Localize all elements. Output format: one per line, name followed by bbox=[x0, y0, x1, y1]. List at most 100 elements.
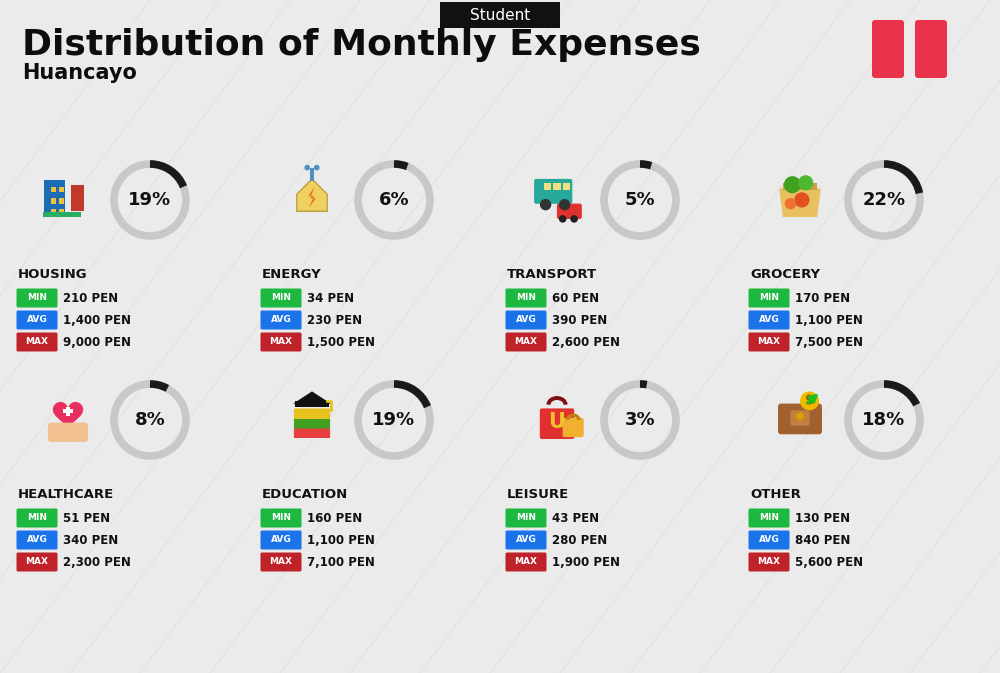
FancyBboxPatch shape bbox=[748, 509, 790, 528]
FancyBboxPatch shape bbox=[790, 411, 810, 426]
Text: AVG: AVG bbox=[271, 536, 291, 544]
Bar bbox=[563, 183, 570, 190]
Text: 60 PEN: 60 PEN bbox=[552, 291, 599, 304]
Text: EDUCATION: EDUCATION bbox=[262, 489, 348, 501]
FancyBboxPatch shape bbox=[534, 179, 572, 204]
Text: Distribution of Monthly Expenses: Distribution of Monthly Expenses bbox=[22, 28, 701, 62]
Circle shape bbox=[796, 413, 804, 420]
Text: 3%: 3% bbox=[625, 411, 655, 429]
FancyBboxPatch shape bbox=[16, 332, 58, 351]
Polygon shape bbox=[297, 179, 327, 211]
Text: 130 PEN: 130 PEN bbox=[795, 511, 850, 524]
FancyBboxPatch shape bbox=[16, 553, 58, 571]
Bar bbox=[71, 184, 84, 211]
FancyBboxPatch shape bbox=[563, 418, 584, 437]
FancyBboxPatch shape bbox=[506, 553, 546, 571]
Bar bbox=[44, 180, 65, 216]
Bar bbox=[59, 209, 64, 215]
FancyBboxPatch shape bbox=[294, 427, 330, 438]
Text: Student: Student bbox=[470, 7, 530, 22]
Text: 18%: 18% bbox=[862, 411, 906, 429]
FancyBboxPatch shape bbox=[506, 289, 546, 308]
Text: MIN: MIN bbox=[516, 513, 536, 522]
Text: MIN: MIN bbox=[759, 293, 779, 302]
FancyBboxPatch shape bbox=[16, 509, 58, 528]
Text: 19%: 19% bbox=[372, 411, 416, 429]
FancyBboxPatch shape bbox=[294, 418, 330, 429]
FancyBboxPatch shape bbox=[748, 553, 790, 571]
Text: AVG: AVG bbox=[759, 316, 779, 324]
Circle shape bbox=[570, 215, 578, 223]
Text: 1,900 PEN: 1,900 PEN bbox=[552, 555, 620, 569]
Text: AVG: AVG bbox=[516, 316, 536, 324]
Text: 6%: 6% bbox=[379, 191, 409, 209]
Text: MIN: MIN bbox=[271, 513, 291, 522]
Text: 840 PEN: 840 PEN bbox=[795, 534, 850, 546]
FancyBboxPatch shape bbox=[16, 530, 58, 549]
FancyBboxPatch shape bbox=[748, 332, 790, 351]
FancyBboxPatch shape bbox=[260, 553, 302, 571]
Text: 7,100 PEN: 7,100 PEN bbox=[307, 555, 375, 569]
FancyBboxPatch shape bbox=[748, 310, 790, 330]
Text: MAX: MAX bbox=[26, 337, 48, 347]
Text: AVG: AVG bbox=[271, 316, 291, 324]
Text: 160 PEN: 160 PEN bbox=[307, 511, 362, 524]
FancyBboxPatch shape bbox=[294, 409, 330, 419]
FancyBboxPatch shape bbox=[557, 204, 582, 219]
FancyBboxPatch shape bbox=[778, 404, 822, 434]
FancyBboxPatch shape bbox=[872, 20, 904, 78]
Bar bbox=[51, 186, 56, 192]
FancyBboxPatch shape bbox=[506, 509, 546, 528]
Text: MIN: MIN bbox=[759, 513, 779, 522]
FancyBboxPatch shape bbox=[260, 530, 302, 549]
Circle shape bbox=[559, 215, 566, 223]
Bar bbox=[66, 406, 70, 416]
Text: 5%: 5% bbox=[625, 191, 655, 209]
FancyBboxPatch shape bbox=[506, 310, 546, 330]
FancyBboxPatch shape bbox=[915, 20, 947, 78]
Text: MAX: MAX bbox=[26, 557, 48, 567]
Text: AVG: AVG bbox=[516, 536, 536, 544]
Text: 1,100 PEN: 1,100 PEN bbox=[795, 314, 863, 326]
Text: HOUSING: HOUSING bbox=[18, 269, 88, 281]
Text: LEISURE: LEISURE bbox=[507, 489, 569, 501]
Text: TRANSPORT: TRANSPORT bbox=[507, 269, 597, 281]
Circle shape bbox=[314, 165, 320, 170]
Bar bbox=[51, 198, 56, 204]
Text: MIN: MIN bbox=[27, 293, 47, 302]
Text: MAX: MAX bbox=[758, 337, 780, 347]
Bar bbox=[51, 209, 56, 215]
Bar bbox=[783, 183, 817, 190]
Text: AVG: AVG bbox=[27, 316, 47, 324]
FancyBboxPatch shape bbox=[260, 509, 302, 528]
Text: 280 PEN: 280 PEN bbox=[552, 534, 607, 546]
Circle shape bbox=[785, 198, 796, 209]
Text: ENERGY: ENERGY bbox=[262, 269, 322, 281]
FancyBboxPatch shape bbox=[748, 289, 790, 308]
FancyBboxPatch shape bbox=[748, 530, 790, 549]
Text: GROCERY: GROCERY bbox=[750, 269, 820, 281]
Text: AVG: AVG bbox=[27, 536, 47, 544]
Text: HEALTHCARE: HEALTHCARE bbox=[18, 489, 114, 501]
Text: 1,400 PEN: 1,400 PEN bbox=[63, 314, 131, 326]
Text: 1,100 PEN: 1,100 PEN bbox=[307, 534, 375, 546]
Circle shape bbox=[800, 392, 819, 411]
Bar bbox=[544, 183, 551, 190]
Text: 1,500 PEN: 1,500 PEN bbox=[307, 336, 375, 349]
Circle shape bbox=[559, 199, 570, 211]
Text: 2,300 PEN: 2,300 PEN bbox=[63, 555, 131, 569]
Bar bbox=[63, 409, 73, 413]
Text: MAX: MAX bbox=[758, 557, 780, 567]
Bar bbox=[59, 186, 64, 192]
Text: 230 PEN: 230 PEN bbox=[307, 314, 362, 326]
Circle shape bbox=[304, 165, 310, 170]
Text: MIN: MIN bbox=[516, 293, 536, 302]
FancyBboxPatch shape bbox=[540, 409, 574, 439]
Text: OTHER: OTHER bbox=[750, 489, 801, 501]
Polygon shape bbox=[53, 402, 83, 429]
Text: 340 PEN: 340 PEN bbox=[63, 534, 118, 546]
Text: MAX: MAX bbox=[514, 337, 538, 347]
FancyBboxPatch shape bbox=[260, 310, 302, 330]
Text: MAX: MAX bbox=[514, 557, 538, 567]
Text: 34 PEN: 34 PEN bbox=[307, 291, 354, 304]
